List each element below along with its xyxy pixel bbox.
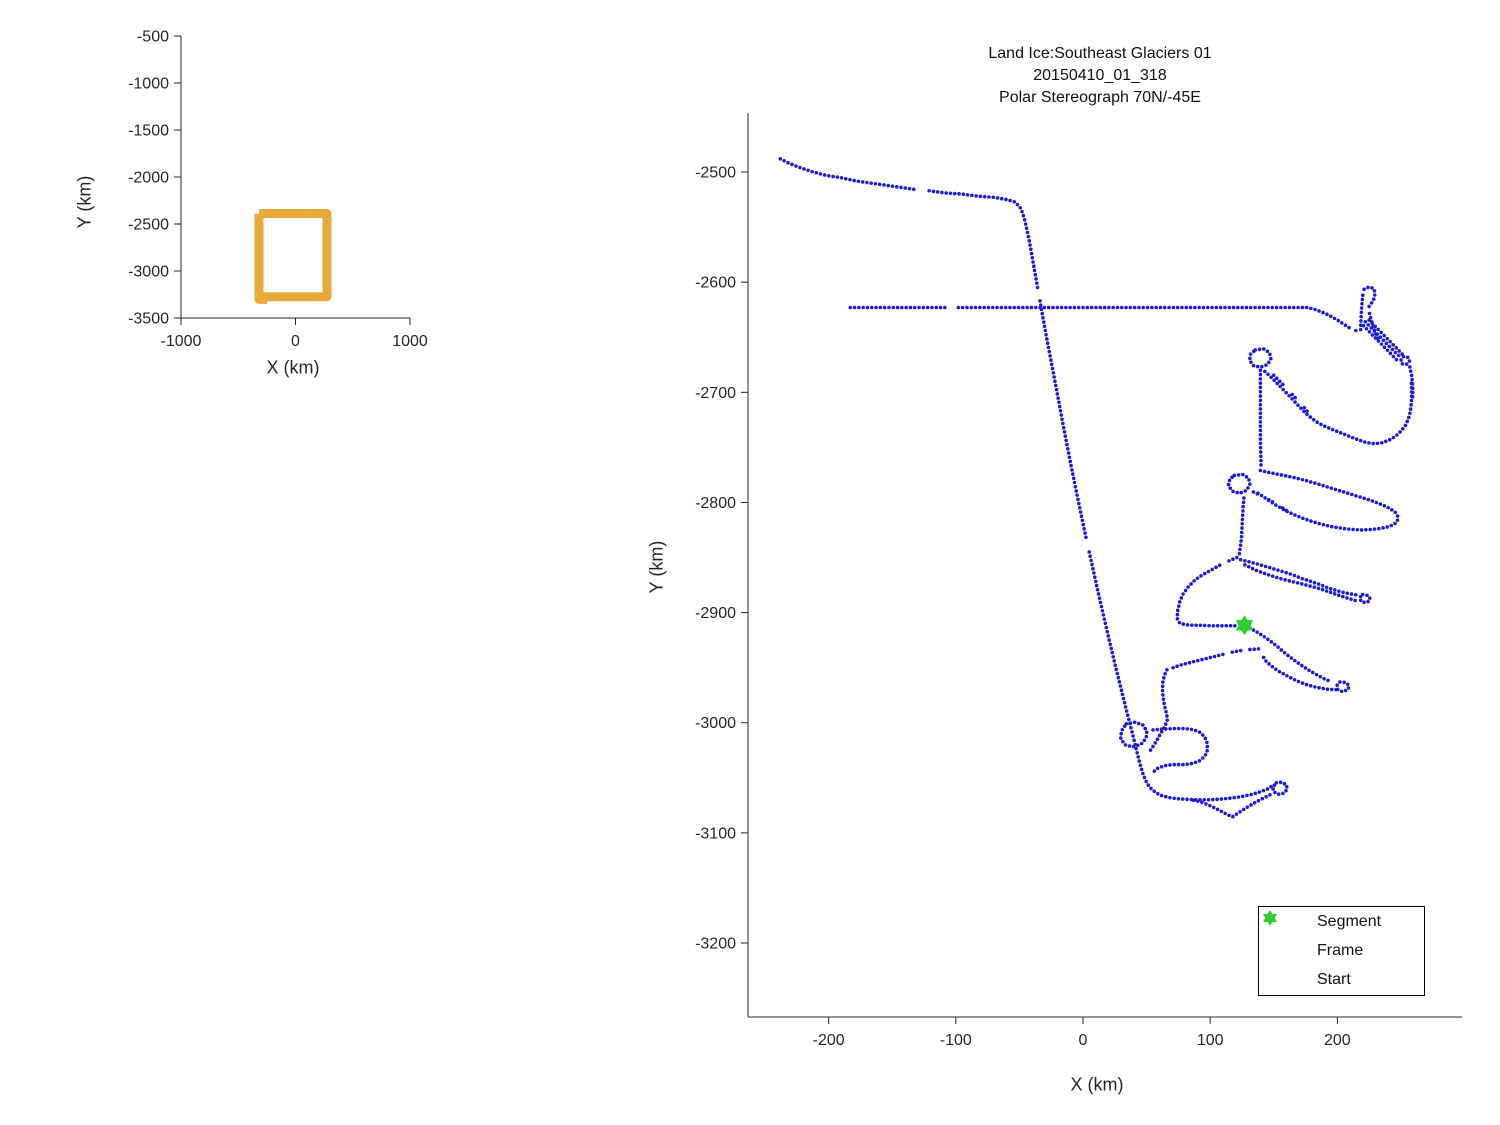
y-tick-label: -2800 [695, 495, 736, 512]
x-tick-label: -1000 [161, 333, 202, 350]
track-line [254, 294, 268, 304]
chart-title-line-3: Polar Stereograph 70N/-45E [999, 89, 1201, 106]
legend-label-frame: Frame [1317, 942, 1364, 959]
y-tick-label: -2500 [128, 217, 169, 234]
flight-track-chart: -200 -100 0 100 200 -2500 -2600 -2700 -2800 -2900… [630, 30, 1500, 1125]
chart-title-line-2: 20150410_01_318 [1033, 67, 1167, 84]
x-tick-label: 1000 [392, 333, 428, 350]
chart-title-line-1: Land Ice:Southeast Glaciers 01 [988, 45, 1212, 62]
track-line [254, 209, 332, 302]
legend-label-segment: Segment [1317, 913, 1382, 930]
y-tick-label: -2700 [695, 385, 736, 402]
y-tick-label: -2600 [695, 275, 736, 292]
legend-item-frame: Frame [1259, 914, 1424, 965]
y-tick-label: -3200 [695, 935, 736, 952]
y-tick-label: -3500 [128, 311, 169, 328]
overview-minimap-chart: -1000 0 1000 -500 -1000 -1500 -2000 -2500 -3000 -… [60, 10, 490, 410]
x-tick-label: 0 [291, 333, 300, 350]
overview-plot-area: -1000 0 1000 -500 -1000 -1500 -2000 -2500 -3000 -… [128, 29, 428, 351]
legend-item-start: Start [1259, 910, 1424, 994]
chart-title: Land Ice:Southeast Glaciers 01 20150410_… [988, 43, 1211, 109]
x-tick-label: 0 [1079, 1032, 1088, 1049]
start-marker [1235, 615, 1254, 636]
overview-y-axis-label: Y (km) [74, 175, 95, 229]
y-tick-label: -3000 [128, 264, 169, 281]
legend-label-start: Start [1317, 971, 1351, 988]
x-tick-label: 100 [1197, 1032, 1224, 1049]
y-tick-label: -2500 [695, 165, 736, 182]
x-tick-label: -100 [940, 1032, 972, 1049]
x-tick-label: 200 [1324, 1032, 1351, 1049]
main-x-axis-label: X (km) [1070, 1074, 1124, 1095]
overview-x-axis-label: X (km) [266, 357, 320, 378]
main-y-axis-label: Y (km) [646, 540, 667, 594]
y-tick-label: -2900 [695, 605, 736, 622]
y-tick-label: -500 [137, 29, 169, 46]
y-tick-label: -3100 [695, 825, 736, 842]
y-tick-label: -2000 [128, 170, 169, 187]
x-tick-label: -200 [813, 1032, 845, 1049]
y-tick-label: -3000 [695, 715, 736, 732]
legend: Segment Frame Start [1258, 906, 1425, 996]
y-tick-label: -1000 [128, 76, 169, 93]
y-tick-label: -1500 [128, 123, 169, 140]
flight-track-plot-area: -200 -100 0 100 200 -2500 -2600 -2700 -2800 -2900… [695, 113, 1462, 1049]
legend-item-segment: Segment [1259, 908, 1424, 936]
